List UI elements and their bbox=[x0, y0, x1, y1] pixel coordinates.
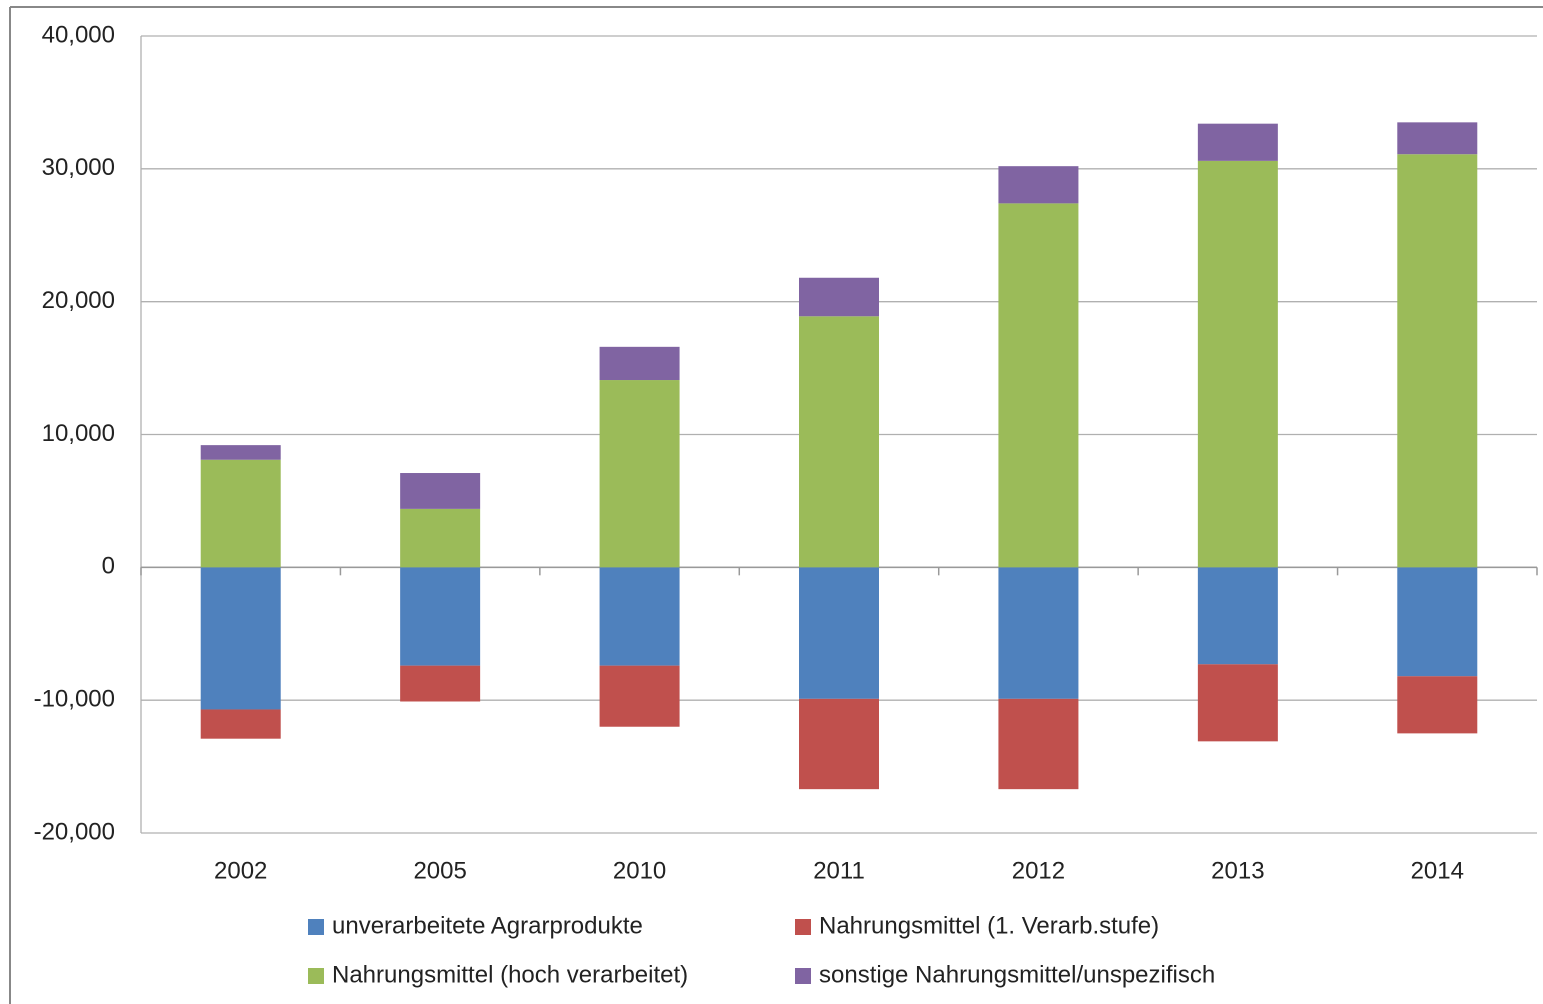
bar-segment bbox=[200, 709, 281, 739]
bar-segment bbox=[200, 567, 281, 710]
bar-segment bbox=[799, 567, 879, 699]
legend-label: sonstige Nahrungsmittel/unspezifisch bbox=[819, 961, 1215, 988]
bar-segment bbox=[799, 316, 879, 568]
bar-segment bbox=[799, 277, 879, 317]
bar-segment bbox=[400, 665, 481, 702]
bar-segment bbox=[998, 203, 1079, 568]
bar-segment bbox=[599, 380, 680, 568]
x-tick-label: 2012 bbox=[1012, 857, 1065, 884]
legend-label: Nahrungsmittel (1. Verarb.stufe) bbox=[819, 912, 1159, 939]
bar-segment bbox=[400, 508, 481, 568]
y-tick-label: 0 bbox=[102, 553, 115, 580]
bar-segment bbox=[599, 346, 680, 381]
bar-segment bbox=[1397, 154, 1478, 568]
x-tick-label: 2010 bbox=[613, 857, 666, 884]
x-tick-label: 2013 bbox=[1211, 857, 1264, 884]
bar-segment bbox=[1197, 160, 1278, 568]
y-tick-label: 10,000 bbox=[42, 420, 115, 447]
bar-segment bbox=[998, 567, 1079, 699]
bar-segment bbox=[998, 698, 1079, 790]
legend-swatch bbox=[795, 968, 811, 984]
bar-segment bbox=[200, 459, 281, 568]
bar-segment bbox=[400, 567, 481, 666]
legend-label: Nahrungsmittel (hoch verarbeitet) bbox=[332, 961, 688, 988]
y-tick-label: 40,000 bbox=[42, 21, 115, 48]
bar-segment bbox=[1197, 664, 1278, 742]
bar-segment bbox=[799, 698, 879, 790]
legend-swatch bbox=[308, 919, 324, 935]
bar-segment bbox=[400, 473, 481, 509]
y-tick-label: 30,000 bbox=[42, 154, 115, 181]
legend-label: unverarbeitete Agrarprodukte bbox=[332, 912, 643, 939]
bar-segment bbox=[1397, 122, 1478, 155]
x-tick-label: 2005 bbox=[413, 857, 466, 884]
bar-segment bbox=[1397, 567, 1478, 677]
bar-segment bbox=[599, 567, 680, 666]
bar-segment bbox=[200, 445, 281, 460]
bar-segment bbox=[1397, 676, 1478, 734]
legend-swatch bbox=[795, 919, 811, 935]
y-tick-label: -20,000 bbox=[34, 818, 115, 845]
bar-segment bbox=[1197, 567, 1278, 665]
bar-segment bbox=[1197, 123, 1278, 161]
legend-swatch bbox=[308, 968, 324, 984]
x-tick-label: 2014 bbox=[1411, 857, 1464, 884]
x-tick-label: 2002 bbox=[214, 857, 267, 884]
x-tick-label: 2011 bbox=[813, 857, 865, 884]
bar-segment bbox=[599, 665, 680, 727]
y-tick-label: 20,000 bbox=[42, 287, 115, 314]
bar-segment bbox=[998, 166, 1079, 204]
y-tick-label: -10,000 bbox=[34, 686, 115, 713]
